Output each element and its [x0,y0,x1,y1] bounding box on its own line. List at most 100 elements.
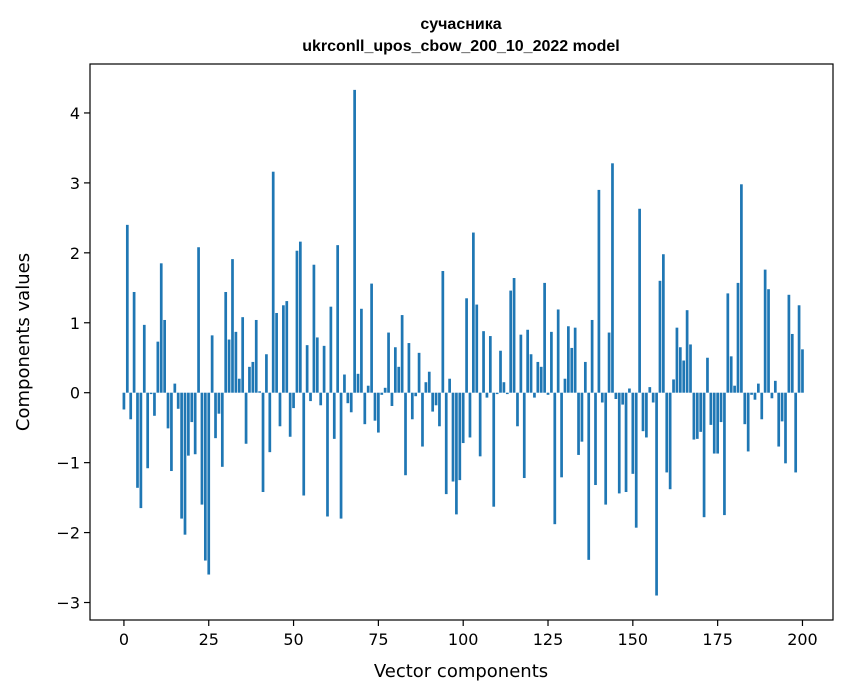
plot-frame [89,63,834,621]
bar-component-76 [380,392,384,395]
bar-component-34 [237,378,241,393]
bar-component-68 [353,89,356,393]
bar-component-17 [180,392,183,519]
bar-component-97 [451,392,455,482]
bar-component-32 [231,259,234,393]
bar-component-41 [261,392,265,493]
bar-component-137 [587,392,591,560]
x-axis-ticks: 0 25 50 75 100 125 150 175 200 [119,620,818,649]
y-tick-label: −2 [56,524,80,543]
bar-component-21 [193,392,197,455]
bar-component-129 [560,392,563,478]
bar-component-80 [393,347,397,393]
bar-component-188 [760,392,764,420]
x-tick-label: 200 [787,630,818,649]
bar-component-189 [763,269,767,393]
bar-component-186 [753,392,757,400]
bar-component-168 [692,392,696,440]
x-tick-label: 75 [368,630,388,649]
bar-component-59 [322,345,326,393]
bar-component-7 [146,392,150,469]
bar-component-192 [773,380,777,393]
bar-component-148 [624,392,628,493]
bar-component-4 [136,392,139,488]
bar-component-140 [597,189,601,393]
bar-component-171 [702,392,706,518]
bar-component-93 [438,392,441,427]
bar-component-122 [536,361,540,393]
bar-component-58 [319,392,323,406]
bar-component-123 [539,366,543,393]
bar-component-190 [767,289,770,393]
bar-component-172 [706,357,709,393]
bar-component-39 [254,319,258,393]
bar-component-46 [278,392,282,427]
x-axis-label: Vector components [374,661,548,682]
bar-component-98 [455,392,458,515]
bar-component-182 [740,184,743,393]
bar-component-198 [794,392,798,473]
bar-component-200 [801,349,804,393]
bar-component-142 [604,392,608,505]
bar-component-47 [282,305,285,393]
bar-component-79 [390,392,394,406]
y-tick-label: 3 [70,174,80,193]
bar-component-99 [458,392,462,481]
bar-series [122,89,804,596]
bar-component-102 [468,392,472,438]
bar-component-144 [611,163,614,393]
y-tick-label: 1 [70,314,80,333]
bar-component-130 [563,378,567,393]
bar-component-199 [797,305,801,393]
bar-component-55 [309,392,312,402]
bar-component-175 [716,392,719,454]
bar-component-105 [478,392,482,457]
bar-component-128 [556,309,560,393]
bar-component-67 [349,392,353,413]
bar-component-145 [614,392,618,399]
y-tick-label: −3 [56,594,80,613]
bar-component-35 [241,317,245,393]
bar-component-20 [190,392,194,423]
bar-component-151 [634,392,638,528]
bar-component-106 [482,331,485,393]
bar-component-90 [427,371,431,393]
bar-component-111 [499,350,502,393]
bar-component-72 [366,385,370,393]
bar-component-15 [173,383,177,393]
bar-component-36 [244,392,248,444]
y-tick-label: 0 [70,384,80,403]
bar-component-110 [495,392,499,395]
bar-component-89 [424,382,428,393]
bar-component-184 [746,392,750,452]
bar-component-152 [638,208,641,393]
bar-component-141 [600,392,604,403]
bar-component-30 [224,291,228,393]
bar-component-8 [149,392,153,395]
bar-component-31 [227,339,231,393]
bar-component-12 [163,319,166,393]
bar-component-53 [302,392,306,496]
x-tick-label: 150 [618,630,649,649]
bar-component-83 [404,392,407,476]
bar-component-126 [550,331,553,393]
bar-component-159 [662,254,665,393]
bar-component-115 [512,278,516,393]
bar-component-9 [153,392,156,416]
bar-component-133 [573,327,577,393]
bar-component-42 [265,354,268,393]
bar-component-65 [343,374,346,393]
bar-component-23 [200,392,204,505]
x-tick-label: 100 [448,630,479,649]
bar-component-166 [685,310,689,393]
bar-component-44 [271,171,275,393]
bar-component-28 [217,392,221,414]
bar-component-113 [505,392,509,395]
bar-component-124 [543,282,546,393]
bar-component-16 [176,392,180,409]
bar-component-161 [668,392,672,490]
bar-component-120 [529,354,533,393]
bar-component-45 [275,312,278,393]
bar-component-118 [522,392,526,479]
bar-component-134 [577,392,580,455]
